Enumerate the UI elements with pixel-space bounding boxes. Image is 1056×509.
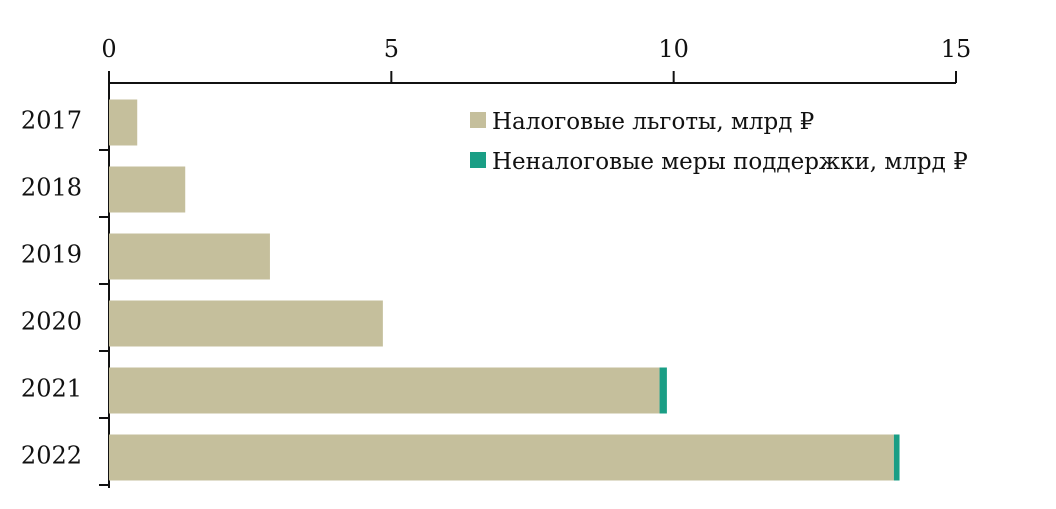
legend-swatch (470, 112, 486, 128)
bars (109, 99, 900, 481)
category-label: 2020 (21, 308, 82, 336)
bar-non-tax-support (659, 367, 667, 414)
bar-tax-benefits (109, 300, 383, 347)
x-tick-label: 10 (658, 35, 689, 63)
x-tick-label: 5 (384, 35, 399, 63)
bar-tax-benefits (109, 166, 186, 213)
category-label: 2022 (21, 442, 82, 470)
category-label: 2017 (21, 107, 82, 135)
y-axis: 2017 2018 2019 2020 2021 2022 (21, 83, 110, 488)
bar-tax-benefits (109, 99, 138, 146)
bar-tax-benefits (109, 233, 270, 280)
category-label: 2021 (21, 375, 82, 403)
category-label: 2018 (21, 174, 82, 202)
x-tick-label: 0 (101, 35, 116, 63)
bar-tax-benefits (109, 367, 660, 414)
legend-swatch (470, 152, 486, 168)
category-label: 2019 (21, 241, 82, 269)
bar-non-tax-support (893, 434, 900, 481)
x-axis: 0 5 10 15 (101, 35, 972, 84)
legend-label: Неналоговые меры поддержки, млрд ₽ (492, 149, 968, 175)
x-tick-label: 15 (941, 35, 972, 63)
legend-label: Налоговые льготы, млрд ₽ (492, 109, 814, 135)
bar-tax-benefits (109, 434, 894, 481)
legend: Налоговые льготы, млрд ₽ Неналоговые меры… (470, 109, 968, 175)
